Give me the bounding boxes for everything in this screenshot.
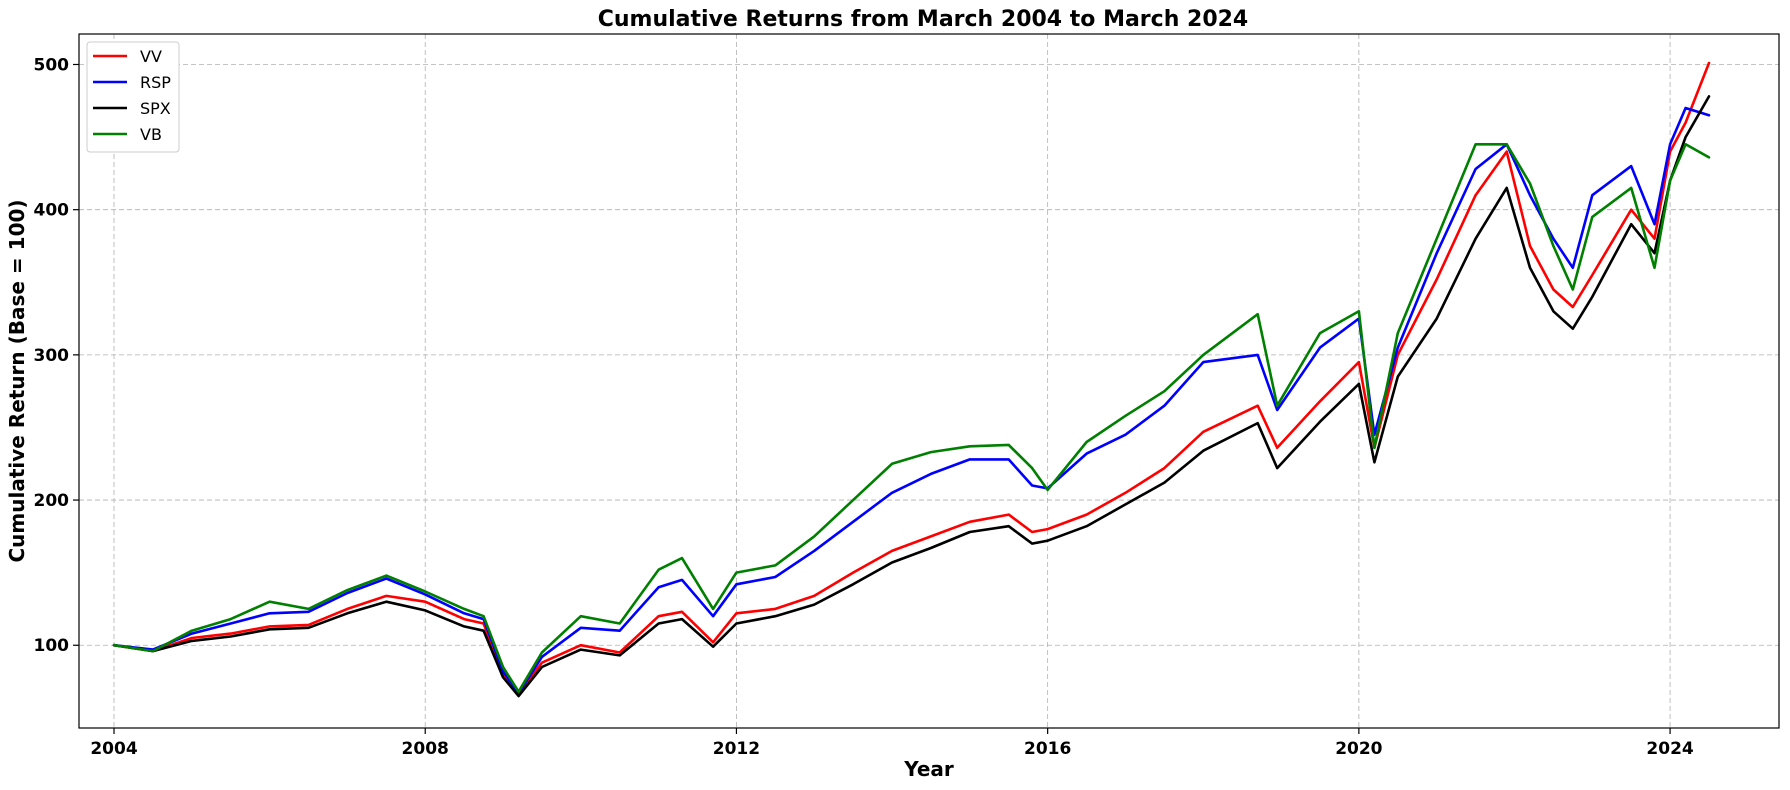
x-tick-label: 2016 (1024, 739, 1071, 759)
legend-label-vv: VV (140, 47, 162, 66)
x-tick-label: 2008 (402, 739, 449, 759)
series-line-spx (112, 95, 1711, 698)
y-tick-label: 100 (34, 636, 70, 656)
x-tick-label: 2024 (1646, 739, 1693, 759)
y-tick-label: 500 (34, 55, 70, 75)
x-tick-label: 2012 (713, 739, 760, 759)
y-axis-label: Cumulative Return (Base = 100) (5, 199, 29, 562)
plot-frame (78, 33, 1780, 729)
legend-label-spx: SPX (140, 99, 171, 118)
series-line-vv (112, 61, 1711, 696)
x-tick-label: 2020 (1335, 739, 1382, 759)
x-axis-label: Year (903, 757, 954, 781)
series-lines (112, 61, 1711, 698)
grid (79, 34, 1779, 728)
y-tick-label: 200 (34, 491, 70, 511)
legend-label-rsp: RSP (140, 73, 171, 92)
y-tick-label: 300 (34, 346, 70, 366)
series-line-vb (112, 143, 1711, 694)
axis-ticks: 2004 2008 2012 2016 2020 2024 100 200 300 400 500 (34, 55, 1694, 759)
legend-label-vb: VB (140, 125, 162, 144)
x-tick-label: 2004 (90, 739, 137, 759)
chart-title: Cumulative Returns from March 2004 to Ma… (598, 7, 1249, 32)
y-tick-label: 400 (34, 201, 70, 221)
series-line-rsp (112, 106, 1711, 695)
legend-box (86, 41, 180, 153)
legend: VV RSP SPX VB (86, 41, 180, 153)
